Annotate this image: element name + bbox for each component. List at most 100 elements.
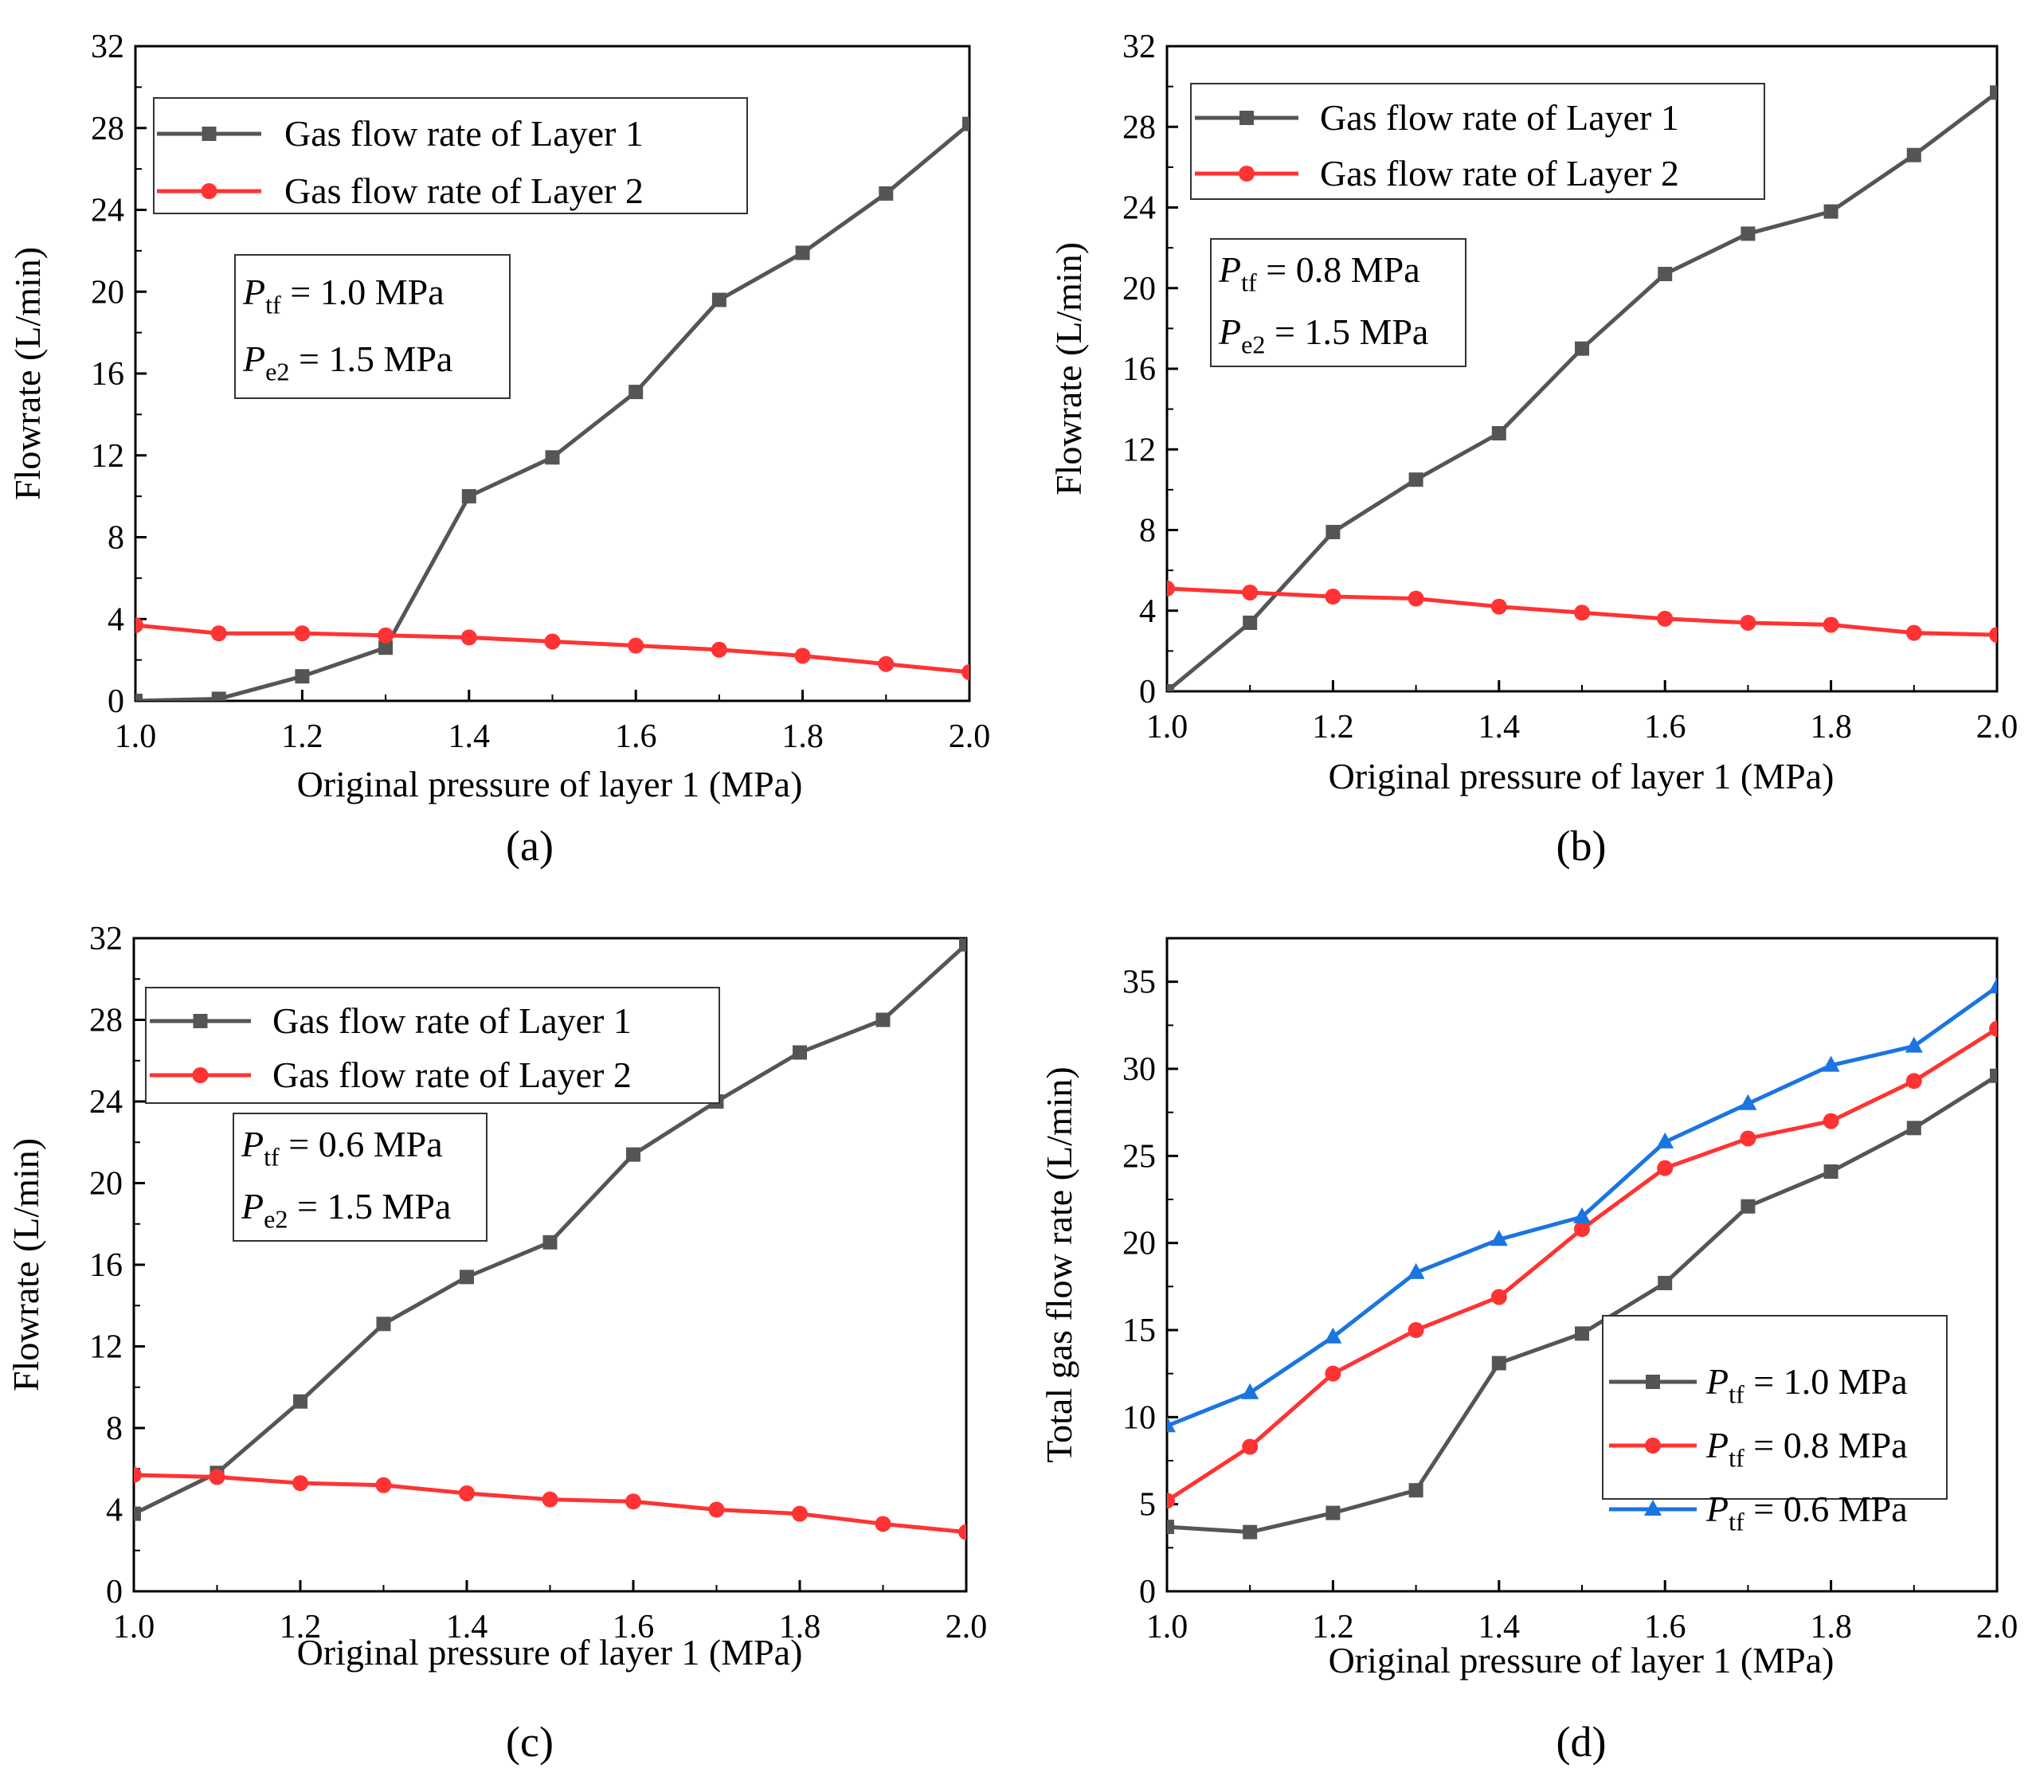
data-point-1 [1325,525,1341,540]
data-point-1 [962,116,969,131]
legend: Gas flow rate of Layer 1 Gas flow rate of… [1190,83,1765,200]
y-tick-label: 16 [89,1247,123,1284]
data-point-1 [211,691,226,701]
x-tick-label: 1.4 [1478,709,1521,745]
annotation-line: Ptf = 0.8 MPa [1218,249,1420,297]
legend-marker [202,127,217,141]
data-point-2 [134,1466,142,1483]
legend-marker [1239,111,1254,125]
data-point-2 [625,1493,641,1510]
data-point-2 [1657,1160,1674,1176]
data-point-1 [711,292,726,307]
y-tick-label: 32 [1122,29,1156,65]
x-tick-label: 1.0 [1146,709,1188,745]
data-point-1 [460,1270,474,1285]
data-point-2 [1740,1130,1756,1147]
data-point-3 [1739,1094,1757,1110]
data-point-2 [1325,1365,1341,1382]
data-point-2 [1740,614,1756,631]
data-point-1 [959,938,966,952]
chart-panel-b: 1.0 1.2 1.4 1.6 1.8 2.0 0 4 8 12 16 20 24 28 32 Origina… [1048,29,2018,870]
panel-label: (a) [506,822,554,870]
data-point-1 [378,640,394,655]
data-point-2 [1823,616,1839,633]
data-point-1 [628,385,644,400]
legend-box [145,987,720,1104]
data-point-1 [293,1394,307,1409]
y-tick-label: 8 [1139,513,1156,550]
data-point-2 [544,633,561,650]
data-point-2 [1408,1322,1424,1338]
data-point-2 [794,648,811,664]
legend-marker [1644,1500,1662,1516]
data-point-1 [545,450,560,465]
data-point-3 [1656,1132,1674,1148]
data-point-1 [1990,85,1997,100]
annotation-line: Pe2 = 1.5 MPa [242,338,452,386]
data-point-1 [1491,1356,1506,1371]
panel-label: (b) [1556,822,1607,870]
data-point-2 [1242,584,1259,601]
chart-panel-d: 1.0 1.2 1.4 1.6 1.8 2.0 0 5 10 15 20 25 30 35 Original… [1039,937,2019,1766]
data-point-2 [209,1469,225,1485]
y-tick-label: 12 [91,438,124,475]
legend-box [1190,83,1765,200]
annotation-line: Ptf = 1.0 MPa [242,272,444,319]
data-point-2 [961,664,969,681]
data-point-3 [1988,977,1997,994]
condition-annotation: Ptf = 1.0 MPa Pe2 = 1.5 MPa [234,254,511,399]
data-point-2 [1408,590,1424,607]
legend-label: Gas flow rate of Layer 1 [272,1000,632,1041]
y-tick-label: 0 [1139,1574,1156,1610]
data-point-3 [1573,1207,1591,1223]
x-tick-label: 2.0 [1976,1609,2019,1645]
x-tick-label: 1.8 [781,718,824,755]
series-group [134,938,966,1540]
x-tick-label: 1.0 [1146,1609,1188,1645]
y-tick-label: 24 [1122,190,1156,227]
x-tick-label: 1.0 [113,1609,155,1645]
data-point-3 [1407,1262,1425,1279]
x-tick-label: 1.8 [1810,1609,1852,1645]
x-axis-label: Original pressure of layer 1 (MPa) [297,1632,803,1673]
data-point-1 [1575,1326,1589,1341]
data-point-2 [1490,1289,1507,1305]
data-point-1 [1325,1505,1341,1520]
data-point-1 [1167,684,1174,691]
data-point-3 [1324,1327,1342,1344]
data-point-1 [1575,341,1589,356]
y-tick-label: 20 [1122,271,1156,307]
data-point-2 [210,625,227,642]
data-point-2 [460,629,477,646]
x-tick-label: 1.6 [615,718,657,755]
data-point-1 [135,694,143,701]
data-point-1 [542,1234,558,1250]
data-point-2 [1989,1020,1997,1037]
y-tick-label: 25 [1122,1138,1156,1175]
data-point-2 [875,1516,891,1532]
y-tick-label: 10 [1122,1399,1156,1436]
y-tick-label: 32 [89,921,123,957]
legend-marker [1239,166,1255,182]
panel-label: (d) [1556,1718,1607,1766]
y-tick-label: 12 [1122,432,1156,468]
annotation-line: Pe2 = 1.5 MPa [1218,311,1428,359]
data-point-1 [793,1045,807,1060]
x-tick-label: 1.2 [280,1609,322,1645]
series-group [1167,85,1997,691]
x-tick-label: 2.0 [949,718,991,755]
data-point-1 [1823,1164,1838,1180]
y-tick-label: 12 [89,1329,123,1366]
data-point-1 [1167,1520,1174,1535]
data-point-1 [1906,147,1921,162]
annotation-box [1210,238,1466,367]
x-tick-label: 1.4 [448,718,491,755]
x-tick-label: 1.2 [1312,1609,1354,1645]
data-point-2 [1490,598,1507,615]
y-axis-label: Flowrate (L/min) [1048,242,1089,495]
condition-annotation: Ptf = 0.6 MPa Pe2 = 1.5 MPa [233,1113,488,1242]
y-tick-label: 28 [1122,109,1156,146]
y-tick-label: 0 [1139,674,1156,710]
legend-marker [193,1014,208,1028]
